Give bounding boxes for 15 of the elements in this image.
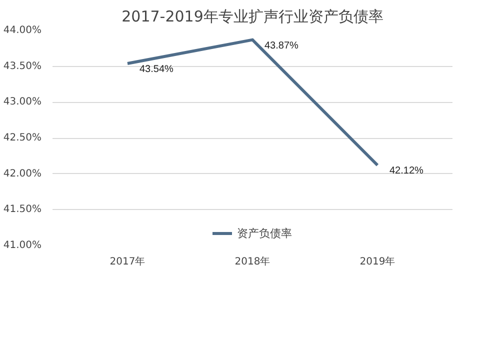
y-tick-label: 41.00% — [3, 240, 42, 251]
data-label: 42.12% — [390, 166, 424, 177]
x-tick-label: 2018年 — [234, 256, 270, 268]
data-label: 43.87% — [264, 40, 299, 52]
y-tick-label: 42.50% — [3, 132, 42, 144]
y-tick-label: 43.50% — [3, 60, 42, 72]
legend-label: 资产负债率 — [237, 226, 292, 240]
data-label: 43.54% — [140, 64, 174, 75]
chart-title: 2017-2019年专业扩声行业资产负债率 — [122, 8, 384, 26]
x-tick-label: 2017年 — [110, 256, 146, 268]
y-tick-label: 42.00% — [3, 168, 42, 180]
y-tick-label: 44.00% — [3, 25, 42, 36]
y-tick-label: 41.50% — [3, 204, 42, 216]
x-tick-label: 2019年 — [360, 256, 396, 268]
y-tick-label: 43.00% — [3, 96, 42, 108]
